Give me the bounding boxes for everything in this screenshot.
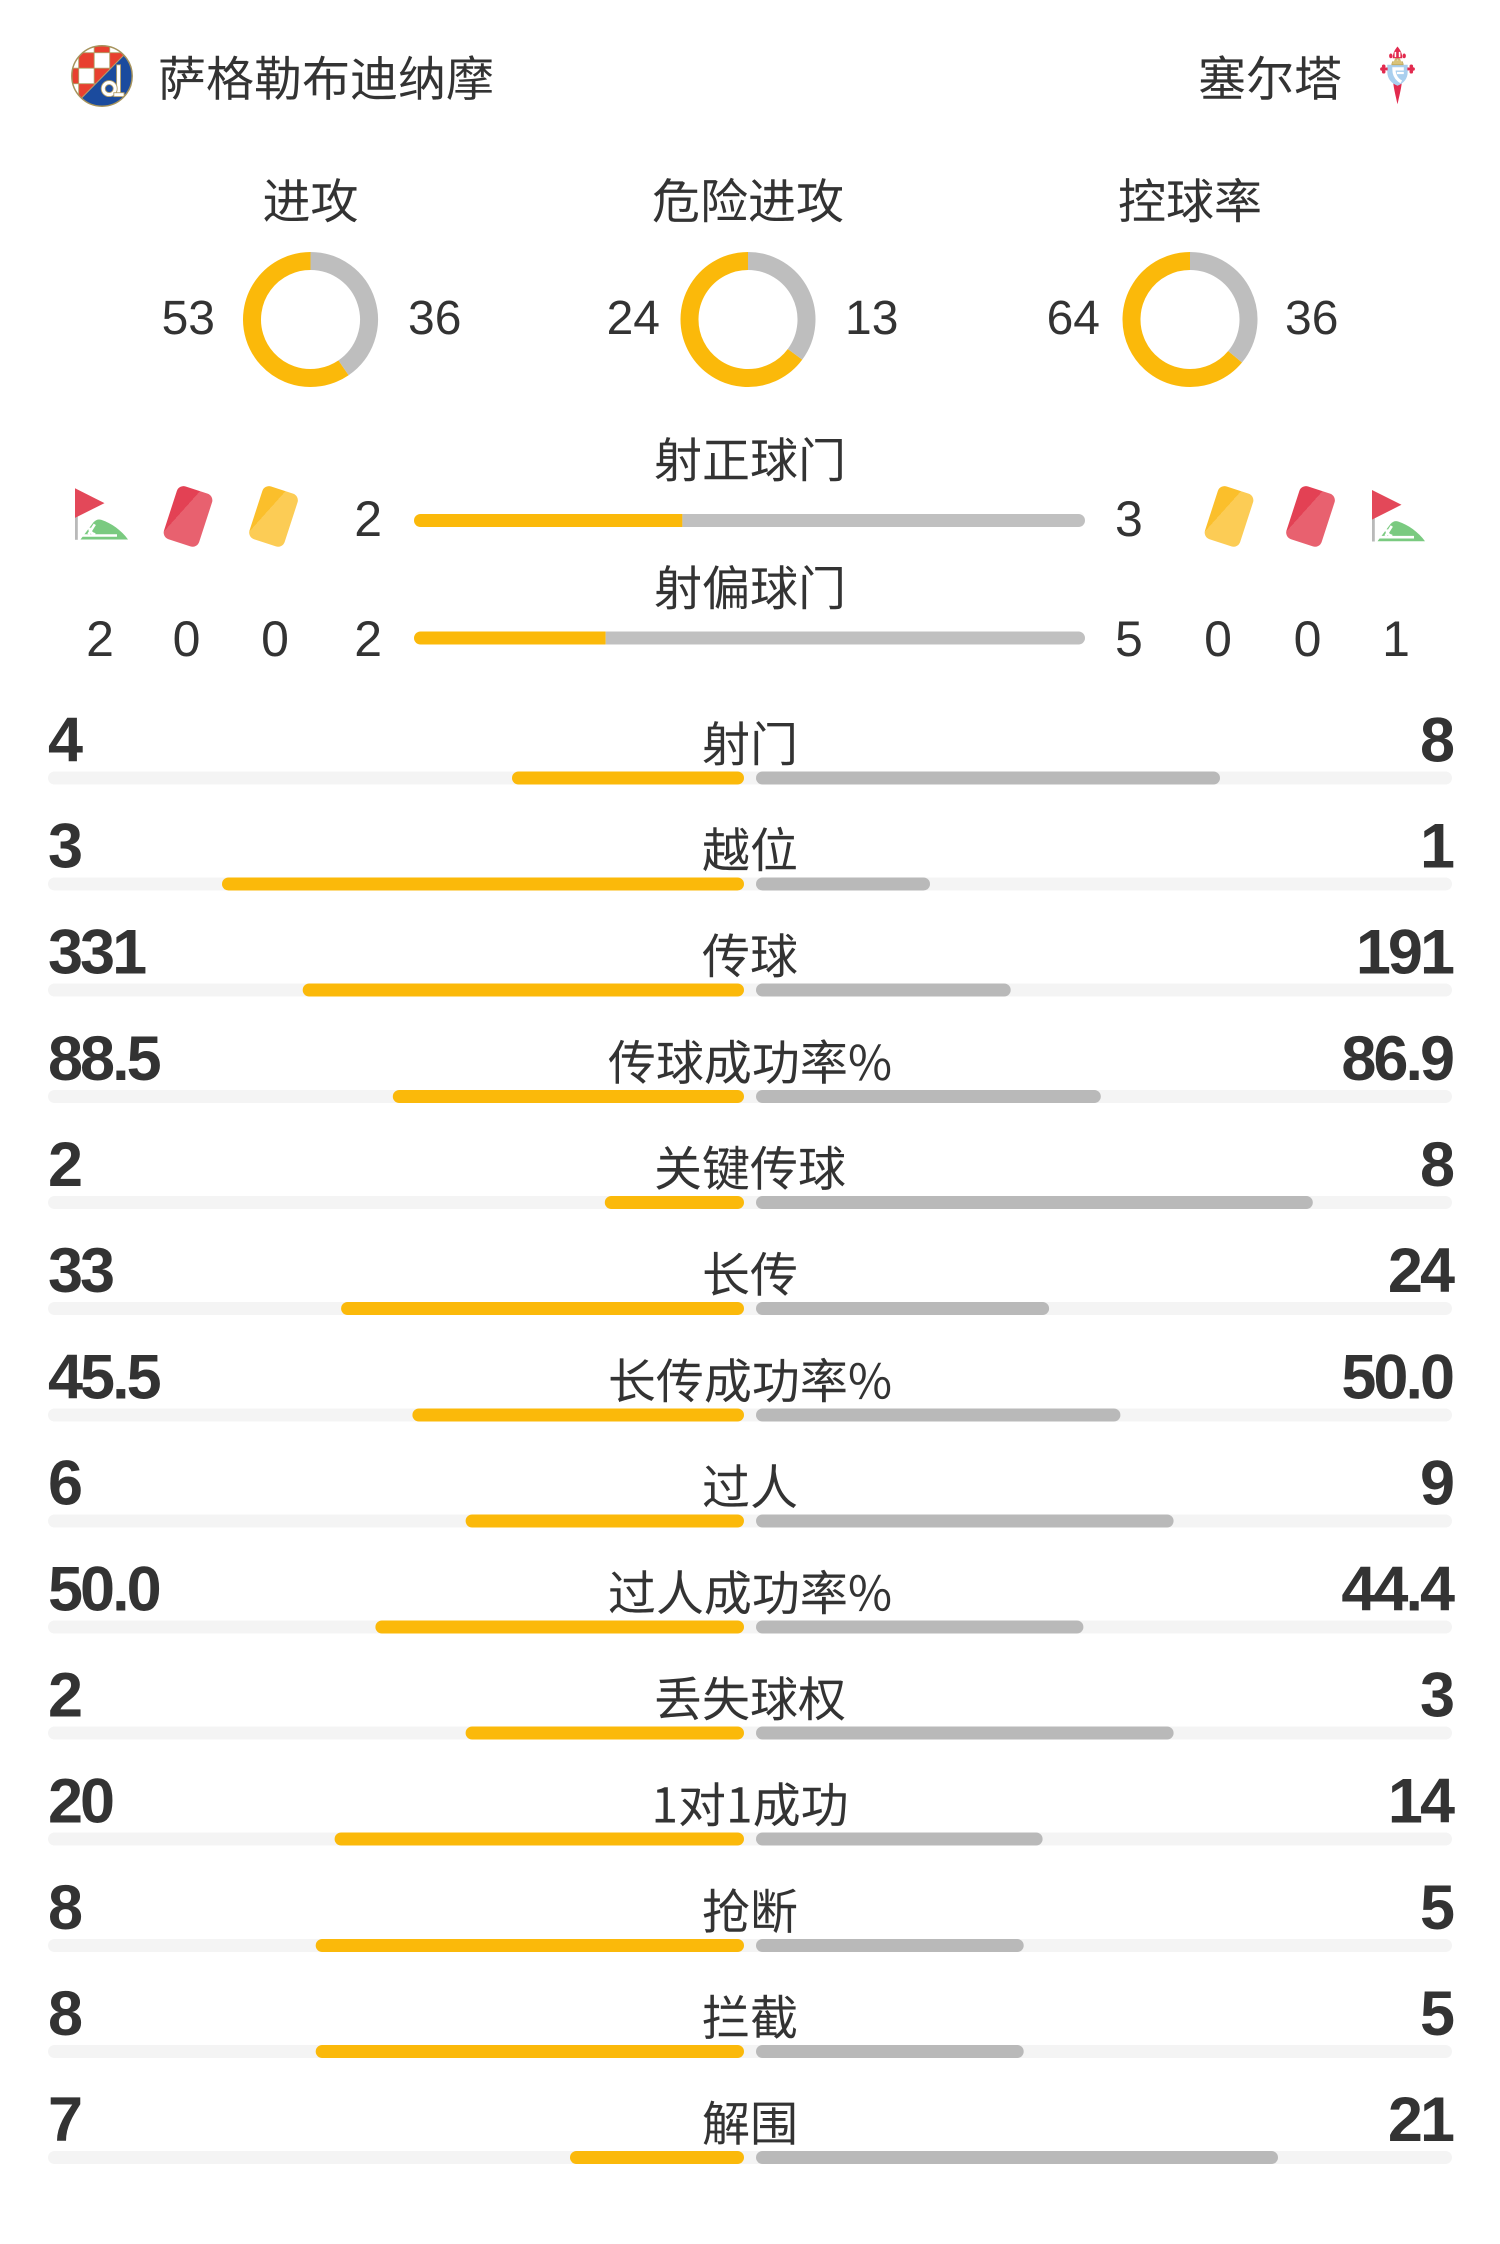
svg-text:3: 3 [1115,491,1143,547]
svg-text:2: 2 [354,611,382,667]
svg-text:0: 0 [261,611,289,667]
svg-text:3: 3 [1420,1661,1453,1731]
svg-text:64: 64 [1047,292,1100,345]
svg-text:24: 24 [607,292,660,345]
svg-text:50.0: 50.0 [1341,1343,1453,1413]
svg-text:9: 9 [1420,1449,1453,1519]
svg-text:88.5: 88.5 [48,1024,161,1094]
svg-text:2: 2 [48,1130,81,1200]
svg-text:24: 24 [1388,1236,1455,1306]
svg-text:14: 14 [1388,1767,1455,1837]
svg-text:0: 0 [1294,611,1322,667]
svg-text:2: 2 [86,611,114,667]
svg-text:331: 331 [48,918,146,988]
svg-text:5: 5 [1115,611,1143,667]
svg-text:5: 5 [1420,1873,1454,1943]
svg-text:191: 191 [1356,918,1454,988]
svg-text:6: 6 [48,1449,81,1519]
svg-text:13: 13 [845,292,898,345]
svg-text:45.5: 45.5 [48,1343,161,1413]
svg-text:86.9: 86.9 [1341,1024,1453,1094]
svg-text:21: 21 [1388,2085,1454,2155]
svg-text:1: 1 [1382,611,1410,667]
svg-text:8: 8 [48,1873,82,1943]
svg-text:1: 1 [1420,812,1454,882]
svg-text:5: 5 [1420,1979,1454,2049]
svg-text:3: 3 [48,812,81,882]
svg-text:0: 0 [1204,611,1232,667]
svg-text:2: 2 [354,491,382,547]
svg-text:2: 2 [48,1661,81,1731]
svg-text:8: 8 [48,1979,82,2049]
svg-text:50.0: 50.0 [48,1555,160,1625]
svg-text:33: 33 [48,1236,113,1306]
svg-text:4: 4 [48,706,83,776]
svg-text:20: 20 [48,1767,113,1837]
svg-text:8: 8 [1420,706,1454,776]
svg-text:7: 7 [48,2085,81,2155]
svg-text:36: 36 [1285,292,1338,345]
svg-text:53: 53 [162,292,215,345]
svg-text:0: 0 [173,611,201,667]
svg-text:8: 8 [1420,1130,1454,1200]
svg-text:36: 36 [408,292,461,345]
svg-text:44.4: 44.4 [1341,1555,1455,1625]
